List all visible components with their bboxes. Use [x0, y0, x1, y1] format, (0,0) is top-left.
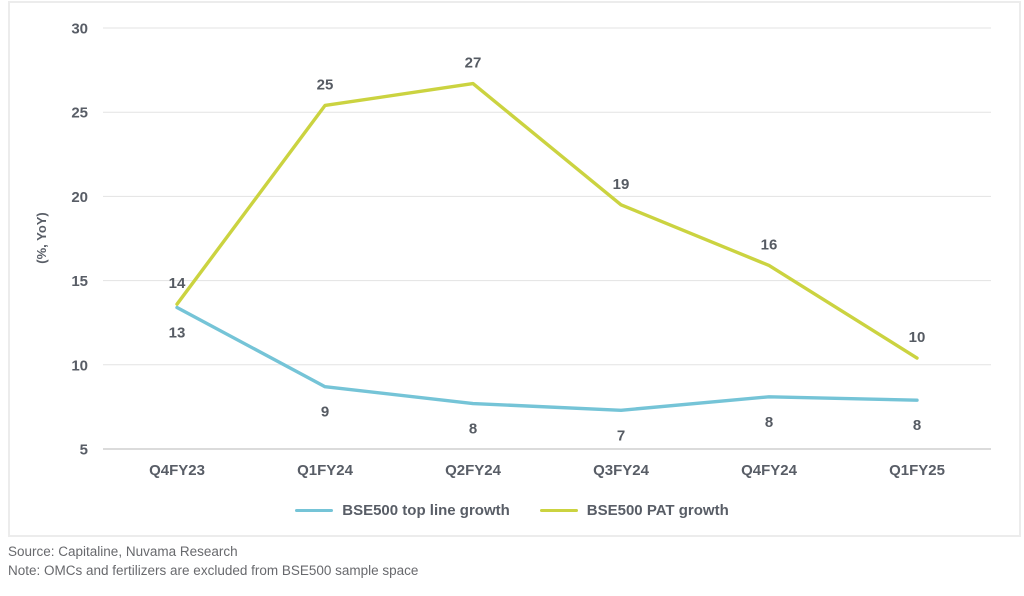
line-chart: 30 25 20 15 10 5 (%, YoY) Q4FY23 Q1FY24 Q2FY24 Q3F…	[34, 21, 991, 479]
legend-line-swatch-pat	[539, 508, 578, 513]
series-line-bse500-top-line-growth	[175, 305, 919, 412]
data-label: 9	[321, 404, 329, 421]
y-tick-label: 5	[80, 442, 88, 459]
source-line: Source: Capitaline, Nuvama Research	[8, 544, 238, 559]
data-label: 14	[169, 275, 186, 292]
data-label: 19	[613, 176, 630, 193]
x-tick-label: Q4FY23	[149, 462, 205, 479]
y-tick-label: 20	[71, 189, 88, 206]
legend-label-pat: BSE500 PAT growth	[586, 502, 729, 519]
source-note-block: Source: Capitaline, Nuvama Research Note…	[8, 543, 418, 580]
x-tick-label: Q1FY25	[889, 462, 945, 479]
data-label: 8	[765, 414, 773, 431]
legend-item-pat-growth: BSE500 PAT growth	[539, 502, 729, 519]
chart-frame	[8, 1, 1021, 537]
legend-label-topline: BSE500 top line growth	[342, 502, 510, 519]
x-tick-label: Q2FY24	[445, 462, 502, 479]
data-label: 10	[909, 329, 926, 346]
y-tick-label: 10	[71, 357, 88, 374]
x-tick-label: Q4FY24	[741, 462, 798, 479]
y-tick-label: 25	[71, 105, 88, 122]
y-tick-label: 15	[71, 273, 88, 290]
chart-legend: BSE500 top line growth BSE500 PAT growth	[10, 502, 1014, 519]
data-label: 8	[913, 417, 921, 434]
y-tick-label: 30	[71, 21, 88, 38]
data-label: 7	[617, 427, 625, 444]
legend-line-swatch-topline	[295, 508, 334, 513]
x-tick-label: Q1FY24	[297, 462, 354, 479]
note-line: Note: OMCs and fertilizers are excluded …	[8, 562, 419, 578]
data-label: 16	[761, 236, 778, 253]
data-label: 8	[469, 421, 477, 438]
data-label: 27	[465, 55, 482, 72]
x-tick-label: Q3FY24	[593, 462, 650, 479]
legend-item-topline-growth: BSE500 top line growth	[295, 502, 510, 519]
data-label: 25	[317, 76, 334, 93]
y-axis-title: (%, YoY)	[34, 212, 49, 264]
series-line-bse500-pat-growth	[175, 81, 919, 360]
data-label: 13	[169, 325, 186, 342]
